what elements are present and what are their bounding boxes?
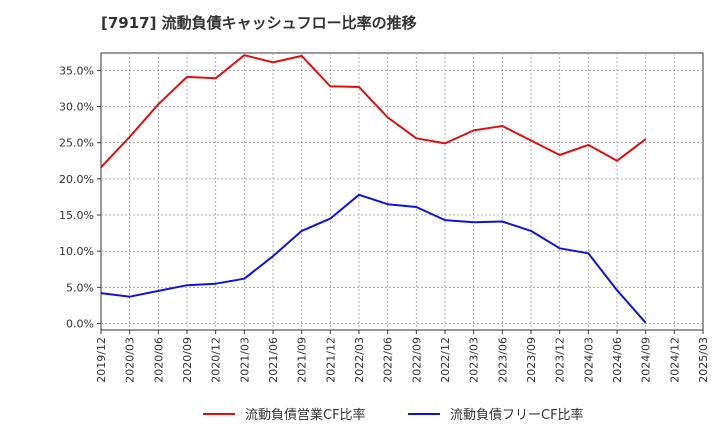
legend: 流動負債営業CF比率 流動負債フリーCF比率 — [203, 407, 584, 423]
x-tick-label: 2024/06 — [611, 337, 624, 383]
x-tick-label: 2022/03 — [353, 337, 366, 383]
y-tick-label: 5.0% — [66, 281, 94, 294]
x-tick-label: 2022/09 — [410, 337, 423, 383]
x-tick-label: 2024/12 — [668, 337, 681, 383]
y-tick-label: 10.0% — [59, 245, 94, 258]
plot-background — [100, 52, 704, 331]
y-tick-label: 15.0% — [59, 209, 94, 222]
x-tick-label: 2021/06 — [267, 337, 280, 383]
x-tick-label: 2023/09 — [525, 337, 538, 383]
x-tick-label: 2020/12 — [210, 337, 223, 383]
x-tick-label: 2023/06 — [496, 337, 509, 383]
x-tick-label: 2023/03 — [468, 337, 481, 383]
x-tick-label: 2022/12 — [439, 337, 452, 383]
x-tick-label: 2021/03 — [238, 337, 251, 383]
series-lines — [100, 54, 647, 324]
x-tick-label: 2022/06 — [382, 337, 395, 383]
x-tick-label: 2020/06 — [152, 337, 165, 383]
x-tick-label: 2020/09 — [181, 337, 194, 383]
chart-title: [7917] 流動負債キャッシュフロー比率の推移 — [101, 14, 417, 32]
x-axis-ticks: 2019/12 2020/03 2020/06 2020/09 2020/12 2021/… — [95, 330, 710, 383]
x-tick-label: 2021/12 — [324, 337, 337, 383]
x-tick-label: 2025/03 — [697, 337, 710, 383]
y-tick-label: 20.0% — [59, 173, 94, 186]
y-tick-label: 25.0% — [59, 137, 94, 150]
series-line-1 — [100, 54, 647, 168]
grid — [101, 53, 703, 330]
y-tick-label: 30.0% — [59, 101, 94, 114]
x-tick-label: 2019/12 — [95, 337, 108, 383]
series-line-2 — [100, 193, 647, 324]
x-tick-label: 2024/03 — [582, 337, 595, 383]
x-tick-label: 2024/09 — [640, 337, 653, 383]
y-tick-label: 0.0% — [66, 317, 94, 330]
y-axis-ticks: 0.0% 5.0% 10.0% 15.0% 20.0% 25.0% 30.0% 35.0% — [59, 64, 101, 330]
legend-label: 流動負債フリーCF比率 — [450, 407, 584, 423]
x-tick-label: 2020/03 — [124, 337, 137, 383]
x-tick-label: 2021/09 — [296, 337, 309, 383]
x-tick-label: 2023/12 — [554, 337, 567, 383]
legend-label: 流動負債営業CF比率 — [245, 407, 366, 423]
y-tick-label: 35.0% — [59, 64, 94, 77]
